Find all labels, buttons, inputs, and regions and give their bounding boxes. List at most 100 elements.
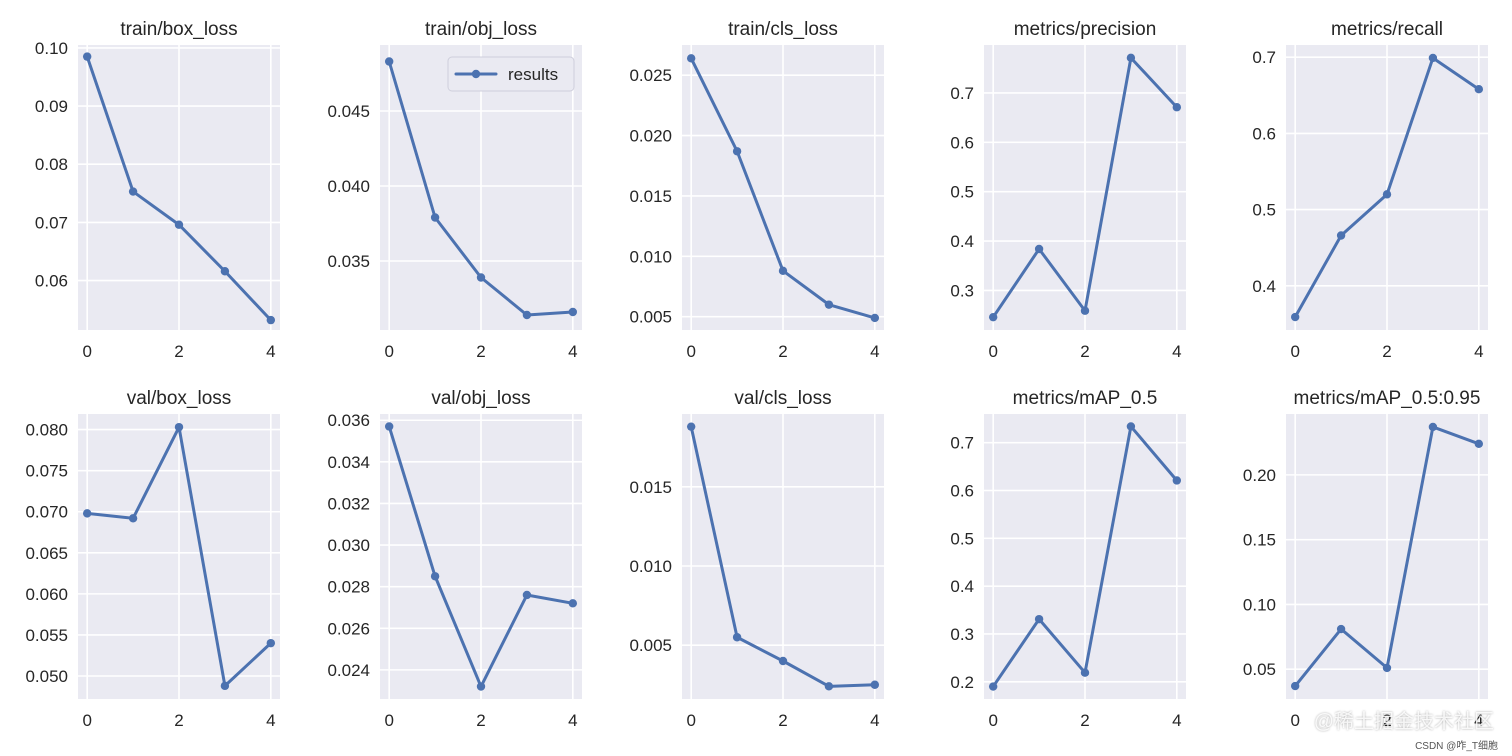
data-point <box>870 680 880 689</box>
legend: results <box>447 56 575 92</box>
legend-label: results <box>508 65 558 84</box>
data-point <box>1382 190 1392 199</box>
data-point <box>1290 312 1300 322</box>
subplot-title: metrics/recall <box>1331 19 1443 40</box>
data-point <box>824 682 834 691</box>
y-tick-label: 0.032 <box>327 494 370 513</box>
y-tick-label: 0.045 <box>327 102 370 121</box>
x-tick-label: 2 <box>174 342 183 361</box>
y-tick-label: 0.4 <box>950 232 974 251</box>
x-tick-label: 0 <box>1290 342 1299 361</box>
y-tick-label: 0.3 <box>950 281 974 300</box>
x-tick-label: 4 <box>266 342 275 361</box>
x-tick-label: 0 <box>686 342 695 361</box>
subplot-3: train/cls_loss 0 2 4 0.005 0.010 0.015 0.020 0.0… <box>629 19 884 361</box>
data-point <box>476 682 486 691</box>
y-tick-label: 0.070 <box>25 503 68 522</box>
y-tick-label: 0.5 <box>950 183 974 202</box>
y-tick-label: 0.4 <box>1252 277 1276 296</box>
x-tick-label: 2 <box>1382 711 1391 730</box>
y-tick-label: 0.080 <box>25 421 68 440</box>
data-point <box>988 312 998 322</box>
y-tick-label: 0.10 <box>1243 595 1276 614</box>
data-point <box>568 599 578 608</box>
x-tick-label: 0 <box>988 711 997 730</box>
x-tick-label: 2 <box>1382 342 1391 361</box>
subplot-8: val/cls_loss 0 2 4 0.005 0.010 0.015 <box>629 388 884 730</box>
y-tick-label: 0.034 <box>327 453 370 472</box>
subplot-9: metrics/mAP_0.5 0 2 4 0.2 0.3 0.4 0.5 0.6 0.7 <box>950 388 1186 730</box>
data-point <box>174 422 184 432</box>
data-point <box>1474 439 1484 448</box>
x-tick-label: 4 <box>266 711 275 730</box>
x-tick-label: 2 <box>778 711 787 730</box>
subplot-4: metrics/precision 0 2 4 0.3 0.4 0.5 0.6 0.7 <box>950 19 1186 361</box>
x-tick-label: 0 <box>384 711 393 730</box>
y-tick-label: 0.026 <box>327 619 370 638</box>
subplot-title: train/box_loss <box>120 19 237 40</box>
y-tick-label: 0.06 <box>35 272 68 291</box>
y-tick-label: 0.010 <box>629 557 672 576</box>
watermark: @稀土掘金技术社区 <box>1313 711 1494 733</box>
data-point <box>686 422 696 431</box>
legend-box <box>447 56 575 92</box>
x-tick-label: 2 <box>1080 711 1089 730</box>
y-tick-label: 0.09 <box>35 97 68 116</box>
watermark-sub: CSDN @咋_T细胞 <box>1415 741 1498 752</box>
data-point <box>220 267 230 276</box>
y-tick-label: 0.065 <box>25 544 68 563</box>
y-tick-label: 0.6 <box>1252 124 1276 143</box>
data-point <box>1336 231 1346 240</box>
data-point <box>1336 624 1346 634</box>
y-tick-label: 0.3 <box>950 625 974 644</box>
data-point <box>1126 422 1136 431</box>
x-tick-label: 4 <box>870 711 879 730</box>
data-point <box>1034 614 1044 624</box>
data-point <box>430 213 440 222</box>
subplot-title: val/obj_loss <box>431 388 530 409</box>
subplot-title: val/box_loss <box>127 388 232 409</box>
data-point <box>128 514 138 523</box>
y-tick-label: 0.08 <box>35 155 68 174</box>
y-tick-label: 0.030 <box>327 536 370 555</box>
subplot-5: metrics/recall 0 2 4 0.4 0.5 0.6 0.7 <box>1252 19 1488 361</box>
y-tick-label: 0.6 <box>950 133 974 152</box>
data-point <box>1126 53 1136 63</box>
data-point <box>1034 244 1044 254</box>
y-tick-label: 0.020 <box>629 127 672 146</box>
y-tick-label: 0.2 <box>950 673 974 692</box>
subplot-7: val/obj_loss 0 2 4 0.024 0.026 0.028 0.030 0.032… <box>327 388 582 730</box>
x-tick-label: 2 <box>476 711 485 730</box>
y-tick-label: 0.060 <box>25 585 68 604</box>
data-point <box>1290 681 1300 691</box>
data-point <box>430 572 440 581</box>
y-tick-label: 0.055 <box>25 626 68 645</box>
x-tick-label: 4 <box>1474 342 1483 361</box>
data-point <box>1172 103 1182 112</box>
data-point <box>220 681 230 691</box>
x-tick-label: 0 <box>82 711 91 730</box>
data-point <box>568 307 578 317</box>
data-point <box>476 273 486 282</box>
y-tick-label: 0.036 <box>327 411 370 430</box>
subplot-title: metrics/mAP_0.5:0.95 <box>1294 388 1481 409</box>
subplot-title: train/obj_loss <box>425 19 537 40</box>
y-tick-label: 0.015 <box>629 187 672 206</box>
data-point <box>988 682 998 691</box>
data-point <box>824 300 834 309</box>
data-point <box>174 220 184 229</box>
data-point <box>870 313 880 323</box>
subplot-1: train/box_loss 0 2 4 0.06 0.07 0.08 0.09 0.10 <box>35 19 280 361</box>
data-point <box>1080 306 1090 315</box>
data-point <box>522 590 532 600</box>
y-tick-label: 0.20 <box>1243 466 1276 485</box>
data-point <box>384 422 394 431</box>
x-tick-label: 4 <box>1474 711 1483 730</box>
data-point <box>1474 84 1484 94</box>
y-tick-label: 0.010 <box>629 247 672 266</box>
x-tick-label: 2 <box>174 711 183 730</box>
x-tick-label: 0 <box>82 342 91 361</box>
data-point <box>732 633 742 642</box>
data-point <box>128 187 138 196</box>
